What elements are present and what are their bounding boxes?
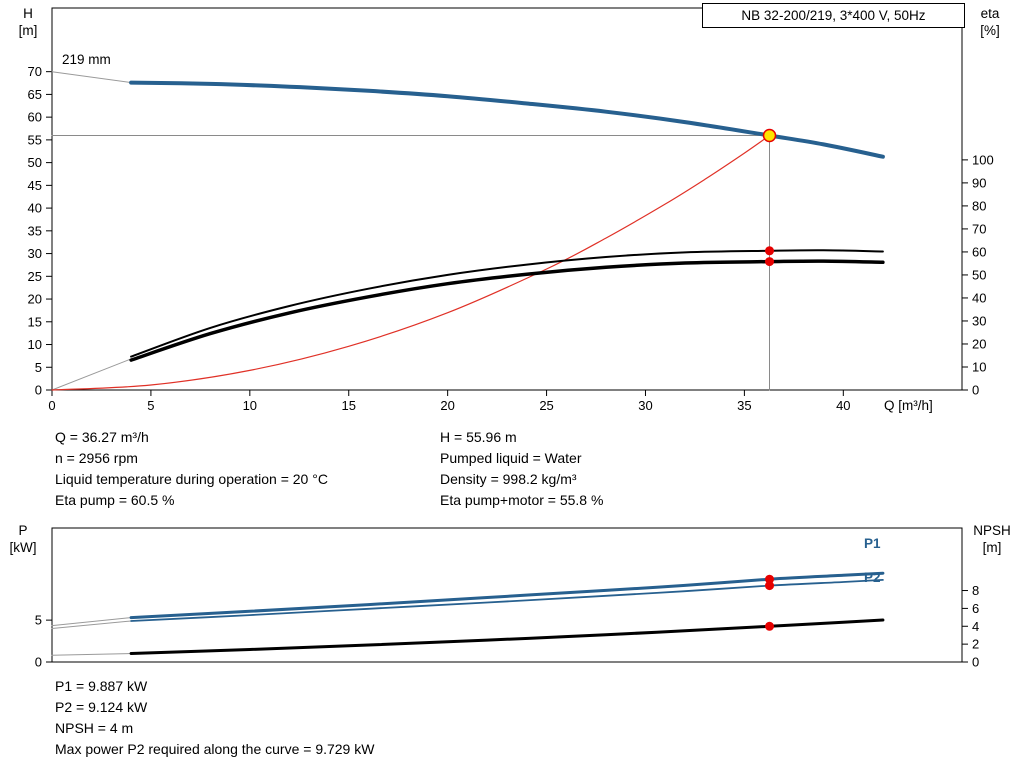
left-tick-label: 60	[28, 110, 42, 125]
info-speed: n = 2956 rpm	[55, 450, 138, 466]
x-tick-label: 10	[243, 398, 257, 413]
p-axis-name: P	[18, 523, 28, 538]
right-tick-label: 60	[972, 244, 986, 259]
pump-title-box: NB 32-200/219, 3*400 V, 50Hz	[702, 3, 965, 28]
npsh-axis-unit: [m]	[982, 540, 1002, 555]
series-p1-curve	[129, 571, 885, 620]
right-tick-label: 2	[972, 637, 979, 652]
left-tick-label: 45	[28, 178, 42, 193]
x-tick-label: 5	[147, 398, 154, 413]
series-head-219mm	[129, 80, 885, 159]
p-axis-unit: [kW]	[9, 540, 37, 555]
duty-info-left: Q = 36.27 m³/h n = 2956 rpm Liquid tempe…	[55, 427, 328, 511]
info-pumped-liquid: Pumped liquid = Water	[440, 450, 582, 466]
left-tick-label: 35	[28, 223, 42, 238]
left-tick-label: 0	[35, 655, 42, 670]
series-eta-pump-motor	[129, 259, 885, 362]
info-flow: Q = 36.27 m³/h	[55, 429, 149, 445]
right-tick-label: 100	[972, 152, 994, 167]
left-tick-label: 5	[35, 613, 42, 628]
duty-info-right: H = 55.96 m Pumped liquid = Water Densit…	[440, 427, 603, 511]
series-system-curve	[51, 134, 771, 391]
info-eta-pump: Eta pump = 60.5 %	[55, 492, 175, 508]
x-tick-label: 40	[836, 398, 850, 413]
left-tick-label: 50	[28, 155, 42, 170]
power-npsh-chart: 0 5 0 2 4 6 8	[35, 527, 979, 670]
power-info: P1 = 9.887 kW P2 = 9.124 kW NPSH = 4 m M…	[55, 676, 374, 760]
x-tick-label: 0	[48, 398, 55, 413]
info-liquid-temp: Liquid temperature during operation = 20…	[55, 471, 328, 487]
left-tick-label: 70	[28, 64, 42, 79]
right-tick-label: 30	[972, 313, 986, 328]
left-tick-label: 40	[28, 201, 42, 216]
right-tick-label: 80	[972, 198, 986, 213]
series-npsh-extension	[51, 653, 132, 656]
series-head-extension	[51, 71, 132, 84]
right-tick-label: 50	[972, 267, 986, 282]
right-tick-label: 0	[972, 655, 979, 670]
info-eta-pump-motor: Eta pump+motor = 55.8 %	[440, 492, 604, 508]
info-p2: P2 = 9.124 kW	[55, 699, 148, 715]
left-tick-label: 15	[28, 314, 42, 329]
eta-pump-point	[765, 246, 775, 256]
h-axis-title: H [m]	[8, 5, 48, 39]
h-axis-name: H	[23, 6, 33, 21]
left-tick-label: 30	[28, 246, 42, 261]
series-npsh-curve	[129, 618, 885, 655]
right-tick-label: 20	[972, 336, 986, 351]
plot-frame	[51, 7, 963, 391]
p1-series-label: P1	[864, 536, 881, 551]
npsh-axis-title: NPSH [m]	[964, 522, 1020, 556]
right-tick-label: 10	[972, 359, 986, 374]
left-tick-label: 55	[28, 132, 42, 147]
eta-axis-name: eta	[980, 6, 1000, 21]
p2-point	[765, 581, 775, 591]
left-tick-label: 5	[35, 360, 42, 375]
info-head: H = 55.96 m	[440, 429, 517, 445]
x-tick-label: 30	[638, 398, 652, 413]
series-eta-pump	[130, 249, 884, 358]
series-p2-curve	[130, 579, 884, 622]
x-tick-label: 15	[342, 398, 356, 413]
left-tick-label: 65	[28, 87, 42, 102]
info-max-power: Max power P2 required along the curve = …	[55, 741, 375, 757]
right-tick-label: 8	[972, 583, 979, 598]
series-p2-extension	[51, 620, 132, 629]
left-tick-label: 20	[28, 292, 42, 307]
npsh-axis-name: NPSH	[973, 523, 1011, 538]
x-tick-label: 20	[440, 398, 454, 413]
eta-axis-unit: [%]	[980, 23, 1000, 38]
info-density: Density = 998.2 kg/m³	[440, 471, 577, 487]
p1-point	[765, 574, 775, 584]
q-axis-title: Q [m³/h]	[884, 398, 933, 413]
right-tick-label: 6	[972, 601, 979, 616]
npsh-point	[765, 621, 775, 631]
x-tick-label: 35	[737, 398, 751, 413]
series-eta-extension	[51, 358, 132, 391]
right-tick-label: 90	[972, 175, 986, 190]
right-tick-label: 0	[972, 383, 979, 398]
left-tick-label: 25	[28, 269, 42, 284]
series-p1-extension	[51, 617, 132, 627]
x-tick-label: 25	[539, 398, 553, 413]
left-tick-label: 0	[35, 383, 42, 398]
right-tick-label: 70	[972, 221, 986, 236]
p2-series-label: P2	[864, 570, 881, 585]
right-tick-label: 40	[972, 290, 986, 305]
eta-pump-motor-point	[765, 257, 775, 267]
info-p1: P1 = 9.887 kW	[55, 678, 148, 694]
impeller-diameter-label: 219 mm	[62, 52, 111, 67]
left-tick-label: 10	[28, 337, 42, 352]
head-efficiency-chart: 0 5 10 15 20 25 30 35 40 0 5 10 15 20 25 30 35 40 45 50 55 60…	[28, 7, 994, 413]
info-npsh: NPSH = 4 m	[55, 720, 134, 736]
eta-axis-title: eta [%]	[968, 5, 1012, 39]
plot-frame	[51, 527, 963, 663]
p-axis-title: P [kW]	[2, 522, 44, 556]
h-axis-unit: [m]	[18, 23, 38, 38]
right-tick-label: 4	[972, 619, 979, 634]
duty-point	[762, 128, 777, 143]
